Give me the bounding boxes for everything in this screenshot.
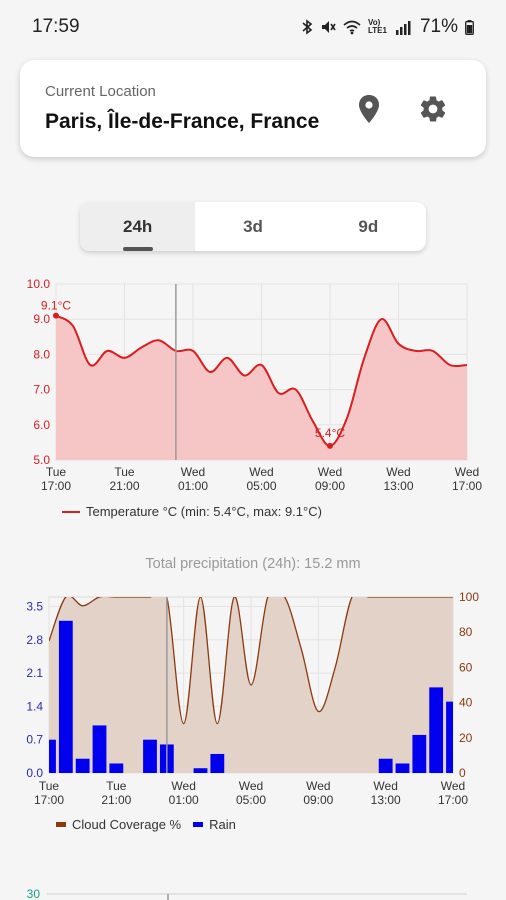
rain-bar	[143, 739, 157, 773]
precipitation-x-tick-time: 17:00	[438, 793, 468, 807]
precipitation-x-tick-day: Wed	[373, 779, 397, 793]
rain-y-tick: 2.1	[26, 666, 43, 680]
temperature-x-tick-day: Wed	[455, 465, 479, 479]
rain-bar	[58, 620, 73, 773]
rain-bar	[109, 763, 124, 773]
temperature-x-tick-day: Wed	[249, 465, 273, 479]
cloud-y-tick: 0	[459, 766, 466, 780]
temperature-x-tick-time: 17:00	[452, 479, 482, 493]
precipitation-chart: Tue17:00Tue21:00Wed01:00Wed05:00Wed09:00…	[26, 590, 479, 807]
temperature-min-label: 5.4°C	[315, 426, 345, 440]
precipitation-x-tick-time: 21:00	[101, 793, 131, 807]
rain-y-tick: 2.8	[26, 633, 43, 647]
temperature-legend-label: Temperature °C (min: 5.4°C, max: 9.1°C)	[86, 504, 322, 519]
tab-24h[interactable]: 24h	[80, 202, 196, 251]
rain-legend-swatch	[193, 822, 204, 827]
temperature-y-tick: 6.0	[33, 418, 50, 432]
location-label: Current Location	[45, 83, 156, 100]
precipitation-x-tick-day: Wed	[171, 779, 195, 793]
temperature-y-tick: 10.0	[27, 277, 51, 291]
precipitation-x-tick-day: Tue	[39, 779, 60, 793]
cloud-y-tick: 100	[459, 590, 479, 604]
precipitation-legend: Cloud Coverage % Rain	[56, 817, 236, 832]
rain-bar	[193, 768, 208, 773]
mute-icon	[321, 21, 336, 33]
settings-gear-icon[interactable]	[418, 94, 448, 124]
rain-y-tick: 0.7	[26, 733, 43, 747]
location-pin-icon[interactable]	[356, 94, 382, 124]
rain-bar	[75, 758, 90, 773]
cloud-layer	[49, 597, 453, 773]
temperature-legend-swatch	[62, 510, 80, 513]
rain-bar	[446, 701, 453, 773]
precipitation-x-tick-day: Wed	[441, 779, 465, 793]
temperature-x-tick-day: Wed	[386, 465, 410, 479]
wifi-icon	[343, 20, 361, 34]
precipitation-x-tick-time: 01:00	[169, 793, 199, 807]
range-tabs: 24h 3d 9d	[80, 202, 426, 251]
signal-icon	[395, 20, 411, 35]
temperature-x-tick-day: Wed	[181, 465, 205, 479]
temperature-line	[55, 314, 468, 447]
tab-9d[interactable]: 9d	[358, 216, 379, 236]
rain-bar	[412, 734, 427, 773]
rain-bar	[210, 753, 225, 773]
rain-y-tick: 3.5	[26, 600, 43, 614]
temperature-x-tick-day: Tue	[46, 465, 67, 479]
rain-y-tick: 1.4	[26, 699, 43, 713]
precipitation-x-tick-day: Wed	[306, 779, 330, 793]
temperature-y-tick: 7.0	[33, 383, 50, 397]
precipitation-total: Total precipitation (24h): 15.2 mm	[145, 556, 361, 572]
temperature-y-tick: 9.0	[33, 312, 50, 326]
precipitation-x-tick-time: 17:00	[34, 793, 64, 807]
temperature-y-tick: 5.0	[33, 453, 50, 467]
cloud-line	[49, 597, 453, 725]
cloud-y-tick: 80	[459, 625, 473, 639]
battery-icon	[465, 19, 474, 35]
third-chart-y-tick: 30	[27, 887, 41, 900]
temperature-x-tick-time: 05:00	[246, 479, 276, 493]
rain-bar	[429, 687, 444, 773]
temperature-max-point	[53, 312, 59, 319]
cloud-legend-label: Cloud Coverage %	[72, 817, 182, 832]
cloud-y-tick: 60	[459, 660, 473, 674]
temperature-x-tick-time: 13:00	[383, 479, 413, 493]
rain-y-tick: 0.0	[26, 766, 43, 780]
network-label: Vo) LTE1	[367, 18, 387, 35]
temperature-x-tick-day: Tue	[114, 465, 135, 479]
precipitation-x-tick-time: 09:00	[303, 793, 333, 807]
precipitation-x-tick-time: 13:00	[371, 793, 401, 807]
precipitation-x-tick-time: 05:00	[236, 793, 266, 807]
temperature-max-label: 9.1°C	[41, 299, 71, 313]
precipitation-x-tick-day: Tue	[106, 779, 127, 793]
temperature-min-point	[327, 442, 333, 449]
temperature-x-tick-time: 01:00	[178, 479, 208, 493]
temperature-x-tick-day: Wed	[318, 465, 342, 479]
status-time: 17:59	[32, 16, 80, 37]
status-bar: 17:59 Vo) LTE1 71%	[0, 0, 506, 54]
temperature-y-tick: 8.0	[33, 347, 50, 361]
bluetooth-icon	[302, 19, 313, 35]
rain-bar	[92, 725, 107, 773]
temperature-chart: 10.09.08.07.06.05.0Tue17:00Tue21:00Wed01…	[27, 277, 483, 493]
location-card: Current Location Paris, Île-de-France, F…	[20, 60, 486, 157]
third-chart: 30	[27, 887, 467, 900]
battery-percent: 71%	[419, 16, 458, 37]
tab-3d[interactable]: 3d	[243, 216, 263, 236]
rain-bar	[378, 758, 393, 773]
location-name: Paris, Île-de-France, France	[45, 110, 320, 133]
rain-bar	[395, 763, 410, 773]
status-icons: Vo) LTE1 71%	[301, 16, 474, 38]
temperature-legend: Temperature °C (min: 5.4°C, max: 9.1°C)	[62, 504, 322, 519]
cloud-legend-swatch	[56, 822, 66, 827]
rain-legend-label: Rain	[209, 817, 236, 832]
cloud-y-tick: 20	[459, 731, 473, 745]
temperature-area	[56, 315, 467, 460]
rain-bar	[49, 739, 56, 773]
cloud-y-tick: 40	[459, 696, 473, 710]
temperature-x-tick-time: 17:00	[41, 479, 71, 493]
precipitation-x-tick-day: Wed	[239, 779, 263, 793]
temperature-x-tick-time: 09:00	[315, 479, 345, 493]
temperature-x-tick-time: 21:00	[109, 479, 139, 493]
